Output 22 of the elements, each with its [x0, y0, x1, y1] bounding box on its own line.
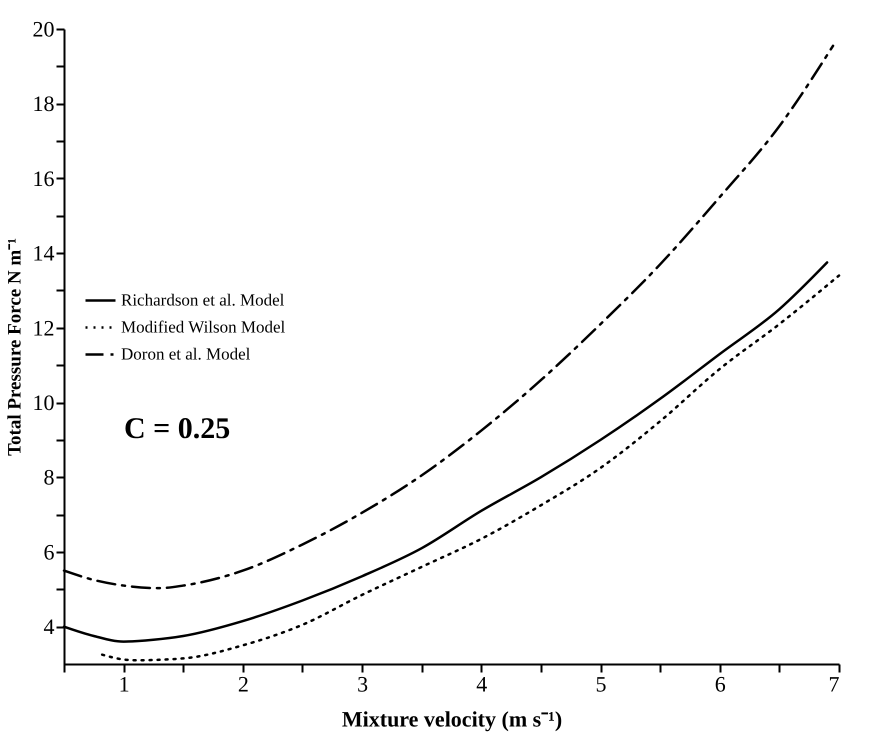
y-tick-label: 4 — [44, 614, 54, 640]
y-tick-label: 20 — [32, 16, 54, 42]
y-tick-label: 14 — [32, 240, 54, 266]
y-axis-title: Total Pressure Force N m⁻¹ — [4, 238, 26, 456]
x-axis-title: Mixture velocity (m s⁻¹) — [342, 706, 562, 732]
y-tick-label: 8 — [44, 464, 54, 490]
y-tick-label: 6 — [44, 539, 54, 564]
x-tick-label: 1 — [118, 672, 130, 696]
x-tick-label: 3 — [357, 672, 368, 696]
legend-label: Richardson et al. Model — [121, 290, 285, 310]
x-tick-label: 2 — [238, 672, 249, 696]
y-tick-label: 12 — [32, 315, 54, 340]
annotation: C = 0.25 — [124, 412, 230, 445]
x-tick-label: 6 — [714, 672, 726, 696]
x-tick-label: 7 — [828, 672, 840, 696]
y-tick-label: 18 — [32, 91, 54, 116]
y-tick-label: 10 — [32, 390, 54, 416]
x-tick-label: 5 — [596, 672, 607, 696]
x-tick-label: 4 — [476, 672, 488, 696]
legend-label: Doron et al. Model — [121, 344, 251, 364]
y-tick-label: 16 — [32, 166, 54, 191]
legend-label: Modified Wilson Model — [121, 318, 286, 336]
